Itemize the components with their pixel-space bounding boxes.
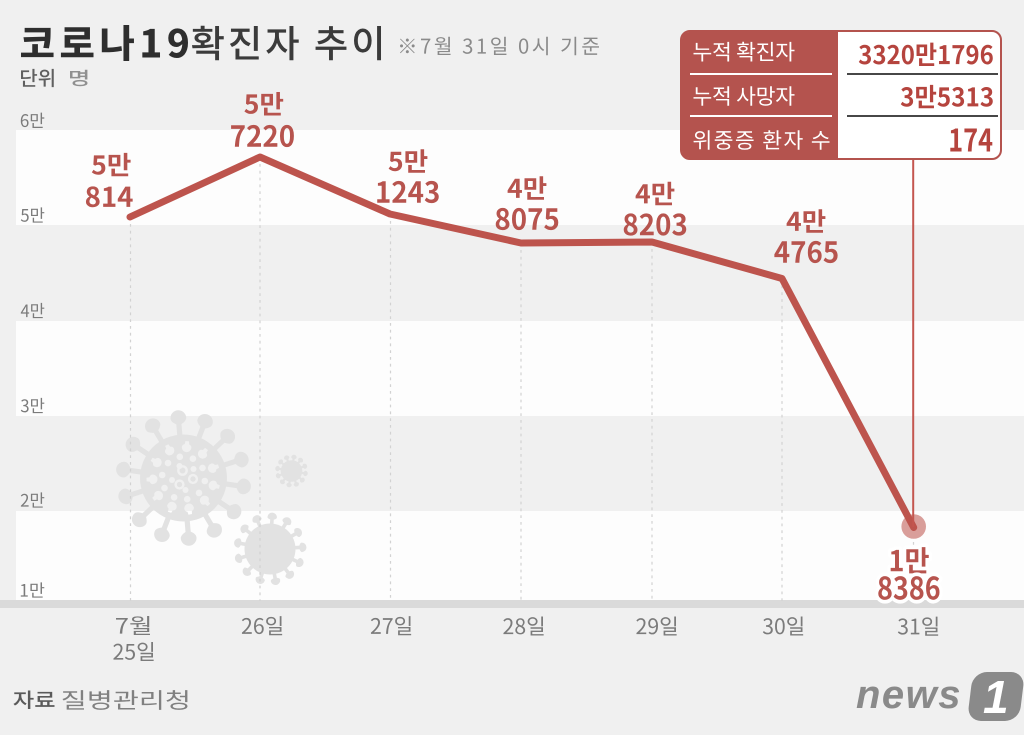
svg-text:news: news	[856, 673, 962, 717]
svg-text:1: 1	[983, 671, 1009, 723]
